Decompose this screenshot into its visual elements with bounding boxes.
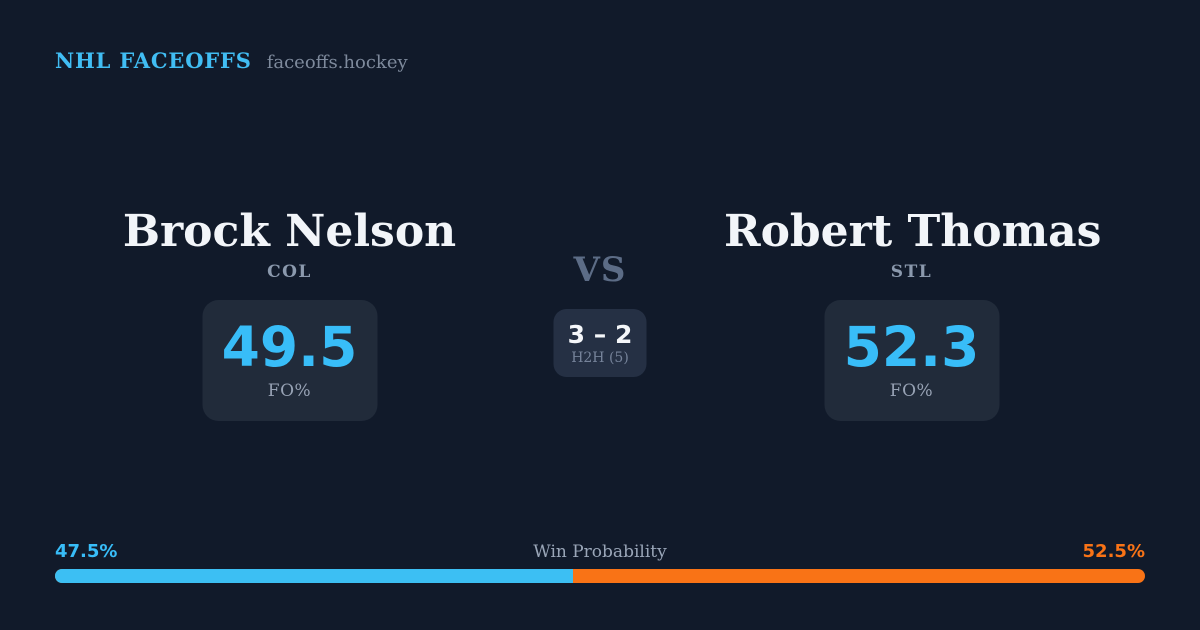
win-probability-right-pct: 52.5% xyxy=(1082,541,1145,562)
versus-column: VS 3 – 2 H2H (5) xyxy=(510,0,690,630)
player-right-stat-value: 52.3 xyxy=(843,315,980,379)
site-url: faceoffs.hockey xyxy=(266,52,408,73)
player-left-column: Brock Nelson COL 49.5 FO% xyxy=(102,0,477,630)
player-left-team: COL xyxy=(267,262,312,282)
header: NHL FACEOFFS faceoffs.hockey xyxy=(55,48,408,73)
h2h-box: 3 – 2 H2H (5) xyxy=(553,309,647,377)
player-right-team: STL xyxy=(890,262,933,282)
vs-label: VS xyxy=(573,250,627,290)
player-right-column: Robert Thomas STL 52.3 FO% xyxy=(724,0,1102,630)
player-right-stat-card: 52.3 FO% xyxy=(824,300,999,421)
win-probability-bar-left-segment xyxy=(55,569,573,583)
player-right-name: Robert Thomas xyxy=(724,206,1102,257)
player-left-stat-card: 49.5 FO% xyxy=(202,300,377,421)
player-left-stat-value: 49.5 xyxy=(221,315,358,379)
app-title: NHL FACEOFFS xyxy=(55,48,252,73)
h2h-label: H2H (5) xyxy=(571,349,629,366)
win-probability-bar xyxy=(55,569,1145,583)
player-left-stat-label: FO% xyxy=(267,381,312,401)
win-probability-left-pct: 47.5% xyxy=(55,541,118,562)
player-right-stat-label: FO% xyxy=(889,381,934,401)
win-probability-title: Win Probability xyxy=(533,542,667,562)
player-left-name: Brock Nelson xyxy=(122,206,457,257)
win-probability-labels: 47.5% Win Probability 52.5% xyxy=(55,541,1145,562)
h2h-score: 3 – 2 xyxy=(567,319,633,349)
